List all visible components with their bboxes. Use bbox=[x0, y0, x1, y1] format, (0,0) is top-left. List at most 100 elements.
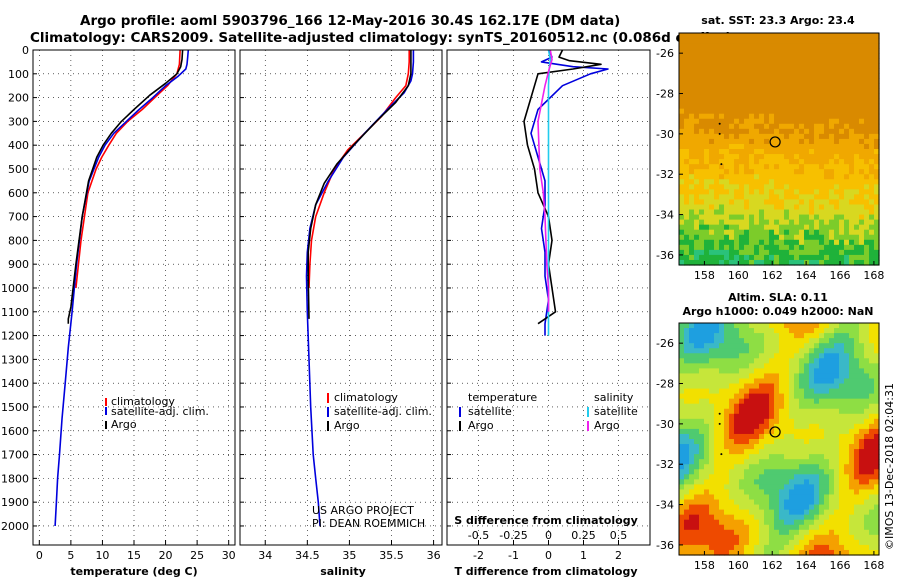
ssh-map-cell bbox=[829, 504, 835, 511]
ssh-map-cell bbox=[839, 333, 845, 339]
depth-tick-label: 2000 bbox=[1, 520, 29, 533]
ssh-map-cell bbox=[789, 428, 795, 435]
sst-map-cell bbox=[709, 93, 715, 100]
sst-map-cell bbox=[829, 214, 835, 221]
ssh-map-cell bbox=[824, 323, 830, 329]
ssh-map-cell bbox=[829, 524, 835, 531]
sst-map-cell bbox=[864, 254, 870, 261]
sst-map-cell bbox=[714, 108, 720, 115]
sst-map-cell bbox=[819, 33, 825, 39]
sst-map-cell bbox=[784, 239, 790, 246]
ssh-map-cell bbox=[784, 449, 790, 455]
ssh-map-cell bbox=[874, 489, 880, 496]
ssh-map-cell bbox=[774, 469, 780, 475]
ssh-map-cell bbox=[789, 363, 795, 369]
sst-map-cell bbox=[874, 48, 880, 54]
sst-map-cell bbox=[854, 164, 860, 170]
ssh-map-cell bbox=[719, 469, 725, 475]
ssh-map-cell bbox=[859, 439, 865, 445]
sst-map-cell bbox=[759, 68, 765, 74]
ssh-map-cell bbox=[779, 539, 785, 546]
sst-map-cell bbox=[704, 254, 710, 261]
ssh-map-cell bbox=[864, 363, 870, 369]
ssh-map-cell bbox=[779, 413, 785, 420]
sst-map-cell bbox=[709, 249, 715, 256]
sst-map-cell bbox=[854, 199, 860, 206]
sst-map-cell bbox=[839, 194, 845, 201]
sst-map-cell bbox=[804, 164, 810, 170]
sst-map-cell bbox=[709, 113, 715, 120]
sst-map-cell bbox=[829, 249, 835, 256]
sst-map-cell bbox=[774, 244, 780, 251]
sst-map-cell bbox=[784, 73, 790, 79]
sst-map-cell bbox=[734, 189, 740, 195]
ssh-map-cell bbox=[864, 474, 870, 480]
ssh-map-cell bbox=[704, 338, 710, 344]
ssh-map-cell bbox=[844, 489, 850, 496]
sst-map-cell bbox=[689, 53, 695, 59]
sst-map-cell bbox=[749, 189, 755, 195]
ssh-map-cell bbox=[809, 489, 815, 496]
ssh-map-cell bbox=[759, 353, 765, 359]
ssh-map-cell bbox=[804, 363, 810, 369]
sst-map-cell bbox=[719, 164, 725, 170]
ssh-map-cell bbox=[749, 343, 755, 349]
sst-map-cell bbox=[809, 88, 815, 95]
ssh-map-cell bbox=[689, 454, 695, 460]
ssh-map-cell bbox=[739, 368, 745, 375]
ssh-map-cell bbox=[854, 388, 860, 395]
ssh-map-cell bbox=[684, 469, 690, 475]
sst-map-cell bbox=[859, 88, 865, 95]
ssh-map-cell bbox=[744, 514, 750, 521]
ssh-map-cell bbox=[849, 539, 855, 546]
sst-map-cell bbox=[714, 78, 720, 85]
ssh-map-cell bbox=[874, 343, 880, 349]
sst-map-cell bbox=[824, 143, 830, 150]
ssh-map-cell bbox=[829, 484, 835, 491]
imos-stamp: ©IMOS 13-Dec-2018 02:04:31 bbox=[883, 383, 896, 550]
sst-map-cell bbox=[819, 234, 825, 241]
sst-map-cell bbox=[734, 83, 740, 90]
ssh-map-cell bbox=[829, 333, 835, 339]
sst-map-cell bbox=[779, 113, 785, 120]
sst-map-cell bbox=[689, 103, 695, 110]
sst-map-cell bbox=[749, 249, 755, 256]
sst-map-cell bbox=[729, 179, 735, 185]
sst-map-cell bbox=[729, 48, 735, 54]
ssh-map-cell bbox=[859, 323, 865, 329]
ssh-map-cell bbox=[839, 519, 845, 526]
sst-map-cell bbox=[789, 143, 795, 150]
ssh-map-cell bbox=[854, 348, 860, 354]
ssh-map-cell bbox=[819, 398, 825, 405]
ssh-map-cell bbox=[749, 373, 755, 380]
sst-map-cell bbox=[734, 219, 740, 226]
ssh-map-cell bbox=[864, 529, 870, 536]
sst-map-cell bbox=[699, 58, 705, 64]
ssh-map-cell bbox=[779, 474, 785, 480]
ssh-map-cell bbox=[789, 449, 795, 455]
sst-map-cell bbox=[859, 234, 865, 241]
ssh-map-cell bbox=[704, 504, 710, 511]
ssh-map-cell bbox=[864, 413, 870, 420]
sst-map-cell bbox=[729, 73, 735, 79]
sst-map-cell bbox=[874, 164, 880, 170]
ssh-map-cell bbox=[769, 383, 775, 390]
sst-map-cell bbox=[789, 214, 795, 221]
ssh-map-cell bbox=[839, 408, 845, 415]
ssh-map-cell bbox=[719, 484, 725, 491]
ssh-map-cell bbox=[699, 534, 705, 541]
sst-map-cell bbox=[719, 189, 725, 195]
ssh-map-cell bbox=[799, 489, 805, 496]
ssh-map-cell bbox=[874, 459, 880, 465]
sst-map-cell bbox=[679, 73, 685, 79]
sst-map-cell bbox=[834, 108, 840, 115]
sst-map-cell bbox=[694, 73, 700, 79]
sst-map-cell bbox=[719, 93, 725, 100]
sst-map-cell bbox=[729, 128, 735, 135]
sst-map-cell bbox=[849, 194, 855, 201]
sst-map-cell bbox=[829, 48, 835, 54]
ssh-map-cell bbox=[714, 428, 720, 435]
ssh-map-cell bbox=[734, 484, 740, 491]
ssh-map-cell bbox=[839, 433, 845, 440]
